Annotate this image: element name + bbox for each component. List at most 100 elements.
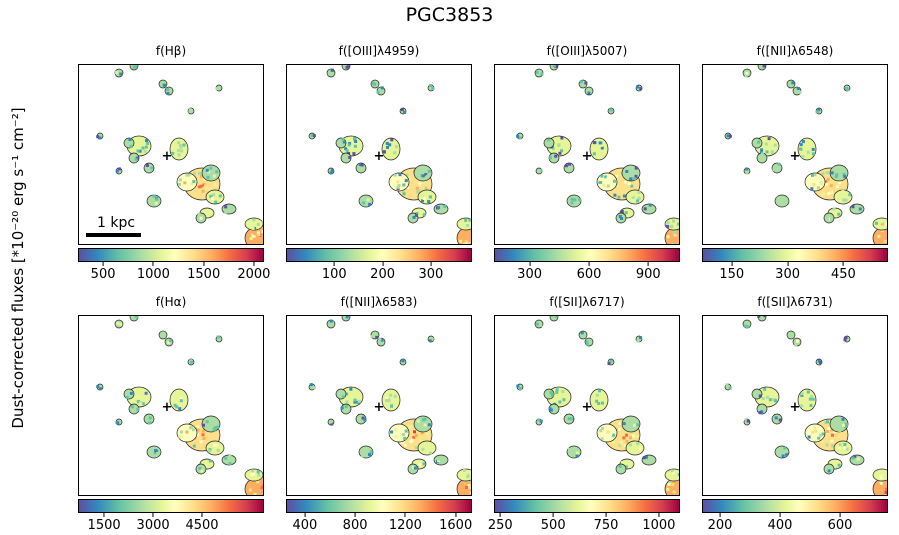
flux-pixel bbox=[516, 385, 519, 388]
emission-region bbox=[725, 133, 732, 139]
emission-region bbox=[428, 84, 434, 91]
flux-pixel bbox=[394, 428, 397, 431]
emission-region bbox=[597, 173, 617, 191]
flux-pixel bbox=[428, 423, 431, 426]
flux-pixel bbox=[381, 86, 384, 89]
tick-label: 800 bbox=[343, 518, 368, 533]
emission-region bbox=[585, 87, 593, 95]
emission-region bbox=[579, 331, 587, 339]
flux-pixel bbox=[137, 150, 140, 153]
emission-region bbox=[550, 65, 558, 70]
flux-pixel bbox=[879, 470, 882, 473]
flux-pixel bbox=[763, 388, 766, 391]
tick-mark bbox=[405, 513, 406, 517]
emission-region bbox=[597, 424, 617, 442]
emission-region bbox=[824, 464, 834, 474]
emission-region bbox=[414, 416, 432, 432]
flux-pixel bbox=[561, 390, 564, 393]
flux-pixel bbox=[558, 401, 561, 404]
flux-pixel bbox=[395, 435, 398, 438]
flux-pixel bbox=[554, 155, 557, 158]
flux-pixel bbox=[134, 65, 137, 68]
flux-pixel bbox=[341, 406, 344, 409]
tick-label: 750 bbox=[594, 518, 619, 533]
flux-pixel bbox=[429, 196, 432, 199]
flux-pixel bbox=[345, 155, 348, 158]
tick-label: 250 bbox=[488, 518, 513, 533]
flux-pixel bbox=[249, 489, 252, 492]
flux-pixel bbox=[202, 433, 205, 436]
flux-pixel bbox=[768, 137, 771, 140]
flux-pixel bbox=[136, 138, 139, 141]
flux-pixel bbox=[367, 198, 370, 201]
flux-pixel bbox=[405, 179, 408, 182]
flux-pixel bbox=[601, 147, 604, 150]
flux-pixel bbox=[162, 334, 165, 337]
flux-pixel bbox=[310, 383, 313, 386]
flux-pixel bbox=[427, 200, 430, 203]
emission-region bbox=[805, 173, 825, 191]
flux-pixel bbox=[116, 322, 119, 325]
flux-pixel bbox=[822, 172, 825, 175]
flux-pixel bbox=[214, 426, 217, 429]
flux-pixel bbox=[554, 142, 557, 145]
flux-pixel bbox=[797, 87, 800, 90]
flux-pixel bbox=[560, 149, 563, 152]
tick-label: 1600 bbox=[439, 518, 472, 533]
emission-region bbox=[752, 138, 762, 148]
flux-pixel bbox=[402, 433, 405, 436]
flux-pixel bbox=[820, 181, 823, 184]
flux-pixel bbox=[819, 434, 822, 437]
flux-pixel bbox=[558, 143, 561, 146]
tick-label: 900 bbox=[636, 267, 661, 282]
flux-pixel bbox=[200, 217, 203, 220]
flux-pixel bbox=[541, 73, 544, 76]
flux-pixel bbox=[200, 440, 203, 443]
flux-pixel bbox=[568, 163, 571, 166]
tick-mark bbox=[605, 513, 606, 517]
emission-region bbox=[787, 331, 795, 339]
emission-region bbox=[328, 419, 334, 426]
emission-region bbox=[787, 80, 795, 88]
flux-pixel bbox=[415, 446, 418, 449]
colorbar-tick: 1500 bbox=[88, 513, 121, 533]
flux-pixel bbox=[783, 447, 786, 450]
emission-region bbox=[622, 165, 640, 181]
flux-pixel bbox=[880, 220, 883, 223]
colorbar-tick: 600 bbox=[828, 513, 853, 533]
flux-pixel bbox=[198, 172, 201, 175]
colorbar bbox=[286, 499, 472, 513]
emission-region bbox=[159, 331, 167, 339]
flux-pixel bbox=[178, 407, 181, 410]
emission-region bbox=[834, 190, 852, 204]
flux-pixel bbox=[621, 468, 624, 471]
flux-pixel bbox=[177, 149, 180, 152]
tick-label: 500 bbox=[91, 267, 116, 282]
flux-pixel bbox=[607, 185, 610, 188]
flux-pixel bbox=[745, 168, 748, 171]
emission-region bbox=[418, 190, 436, 204]
flux-pixel bbox=[840, 434, 843, 437]
flux-pixel bbox=[801, 155, 804, 158]
flux-pixel bbox=[613, 194, 616, 197]
flux-pixel bbox=[345, 405, 348, 408]
flux-pixel bbox=[459, 240, 462, 243]
flux-pixel bbox=[807, 151, 810, 154]
flux-pixel bbox=[408, 189, 411, 192]
flux-pixel bbox=[330, 320, 333, 323]
emission-region bbox=[130, 65, 138, 70]
emission-region bbox=[775, 195, 789, 207]
center-marker: + bbox=[162, 400, 173, 415]
emission-region bbox=[147, 195, 161, 207]
flux-pixel bbox=[411, 439, 414, 442]
emission-region bbox=[130, 316, 138, 321]
flux-pixel bbox=[807, 391, 810, 394]
flux-pixel bbox=[414, 467, 417, 470]
flux-pixel bbox=[747, 420, 750, 423]
tick-mark bbox=[553, 513, 554, 517]
flux-pixel bbox=[145, 139, 148, 142]
colorbar-tick: 3000 bbox=[137, 513, 170, 533]
emission-region bbox=[129, 153, 139, 163]
flux-pixel bbox=[846, 88, 849, 91]
flux-pixel bbox=[610, 359, 613, 362]
